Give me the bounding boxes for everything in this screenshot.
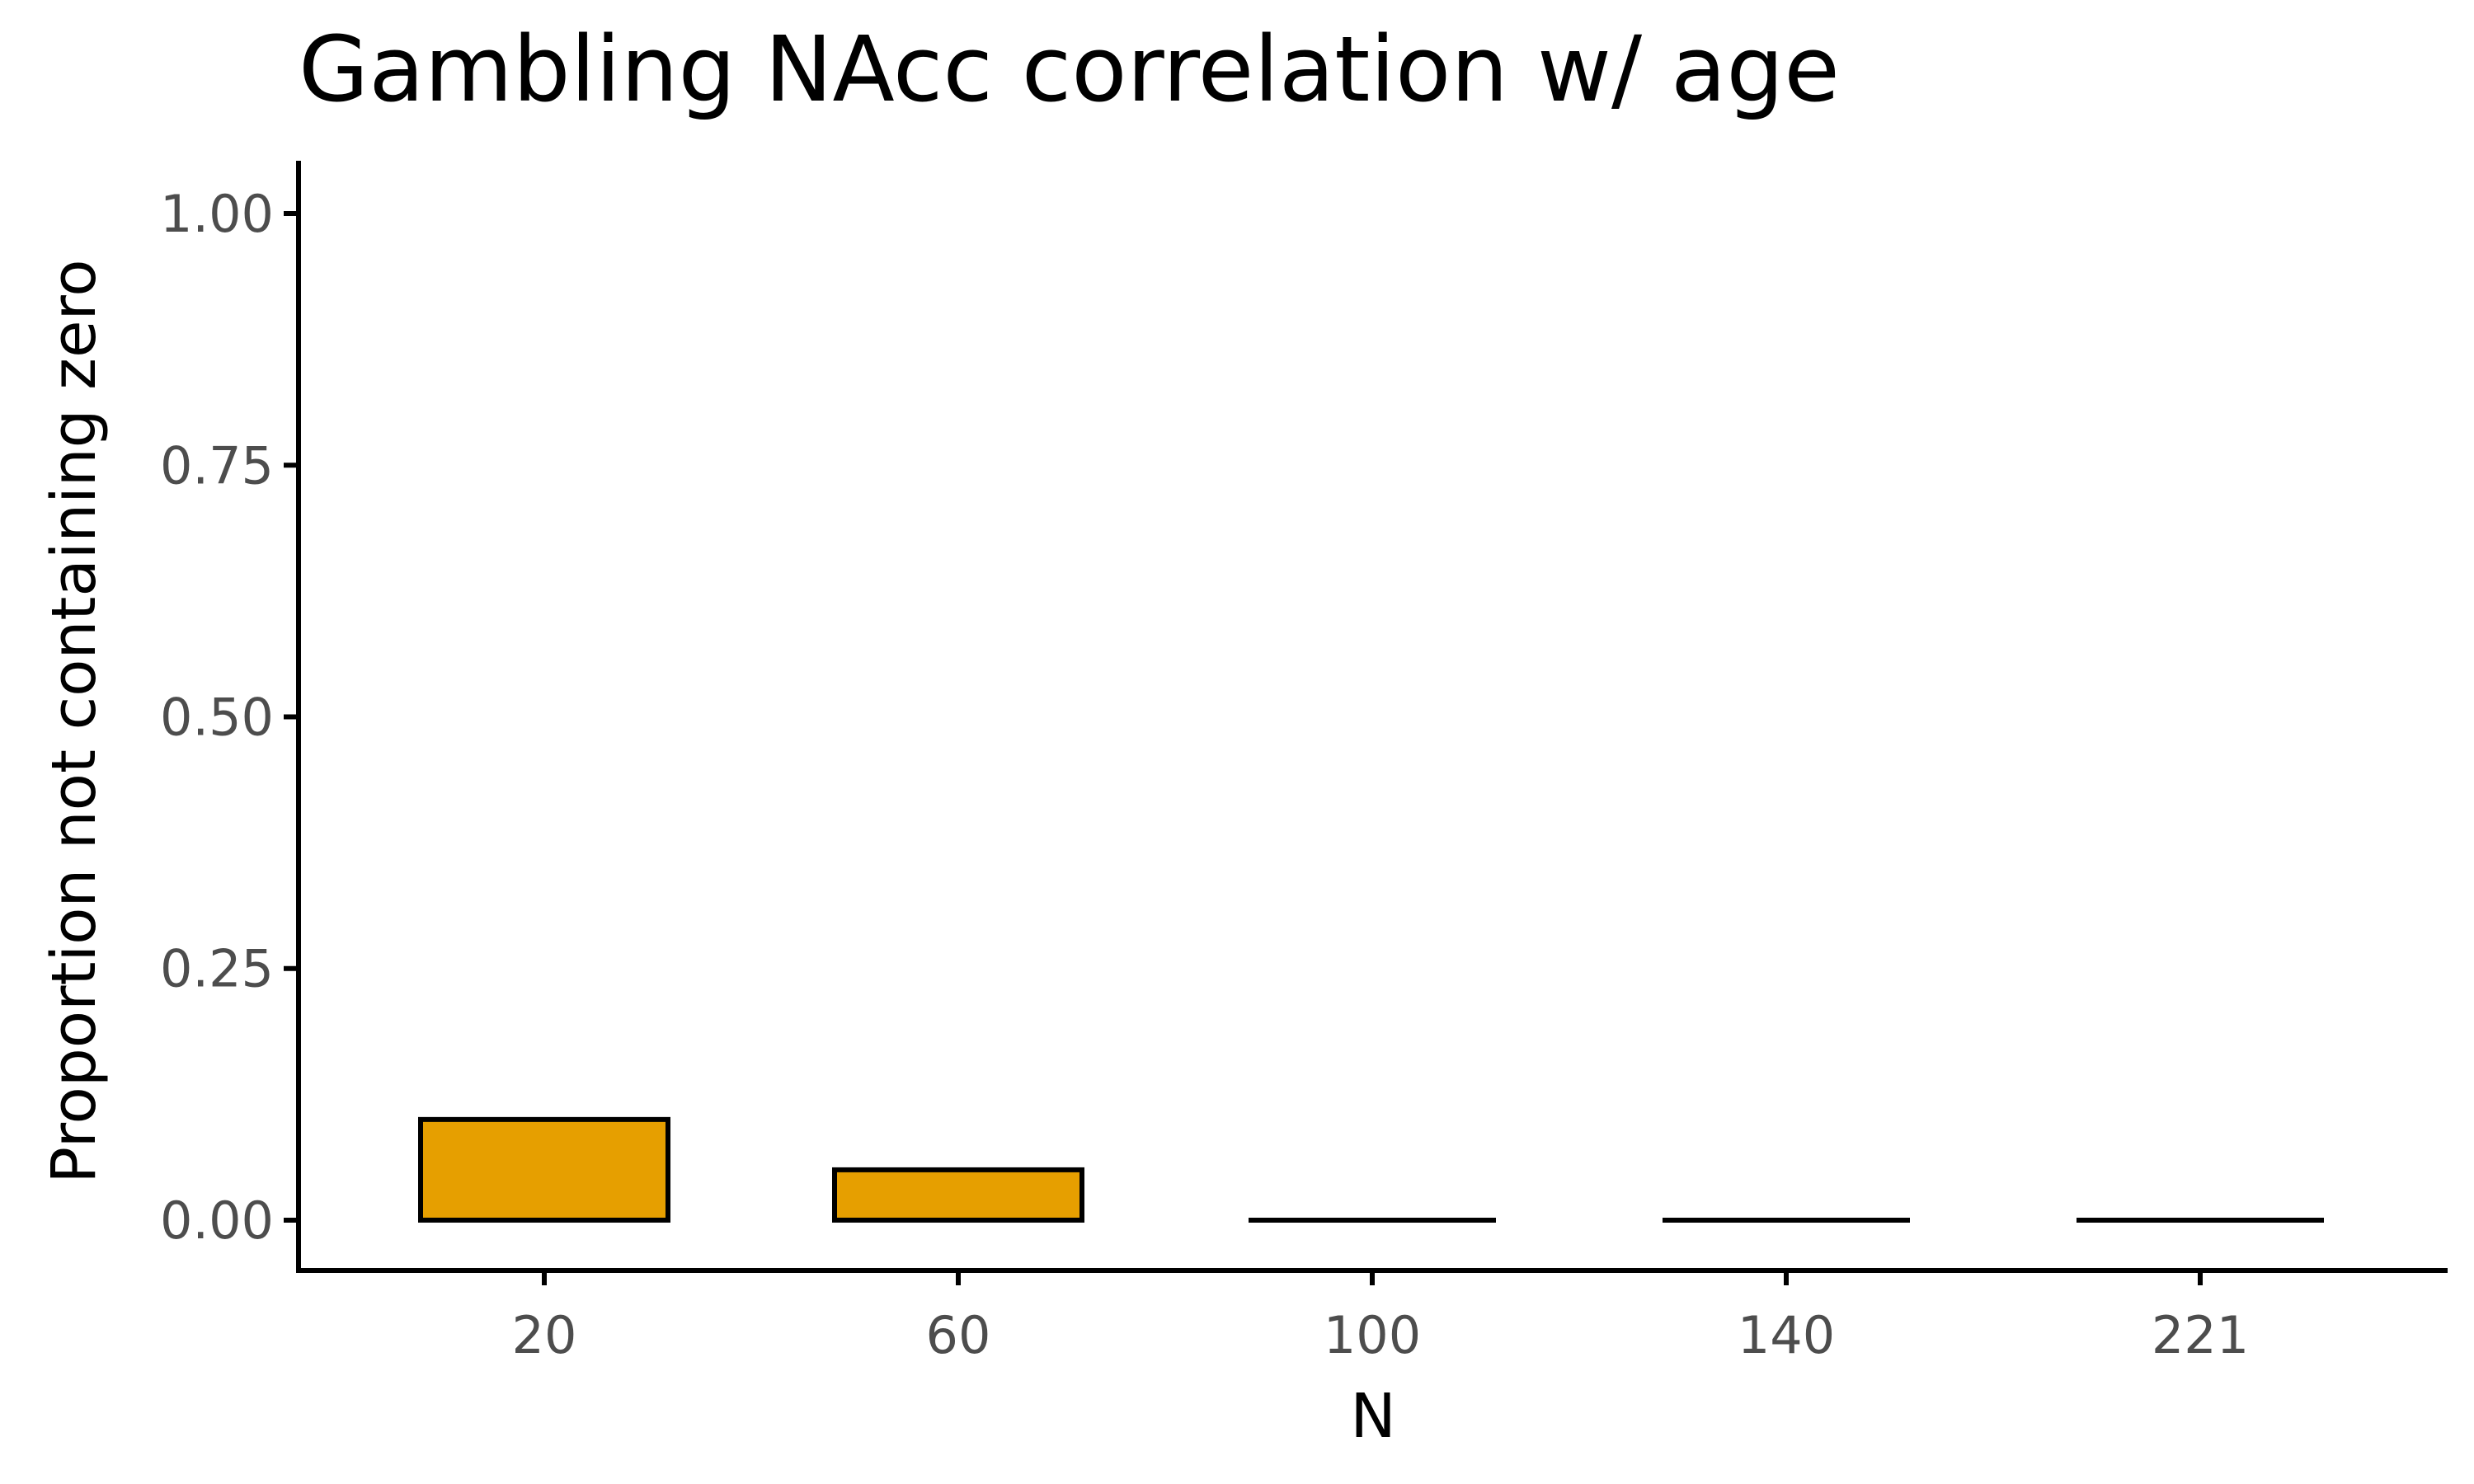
y-tick-label-0.25: 0.25 xyxy=(160,939,274,999)
y-tick-label-0.50: 0.50 xyxy=(160,688,274,748)
x-tick-label-221: 221 xyxy=(2152,1305,2249,1365)
y-tick-label-0.00: 0.00 xyxy=(160,1190,274,1251)
y-tick-label-1.00: 1.00 xyxy=(160,184,274,244)
plot-area: 0.00 0.25 0.50 0.75 1.00 20 60 100 140 221 xyxy=(160,161,2448,1365)
x-axis-title: N xyxy=(1350,1381,1395,1452)
bar-60 xyxy=(832,1167,1084,1223)
chart-title: Gambling NAcc correlation w/ age xyxy=(299,16,1840,122)
y-axis-title: Proportion not containing zero xyxy=(39,259,110,1183)
y-tick-label-0.75: 0.75 xyxy=(160,435,274,495)
bar-20 xyxy=(418,1116,670,1223)
x-tick-label-140: 140 xyxy=(1738,1305,1835,1365)
x-tick-label-20: 20 xyxy=(512,1305,577,1365)
x-tick-label-100: 100 xyxy=(1324,1305,1421,1365)
x-tick-label-60: 60 xyxy=(926,1305,991,1365)
